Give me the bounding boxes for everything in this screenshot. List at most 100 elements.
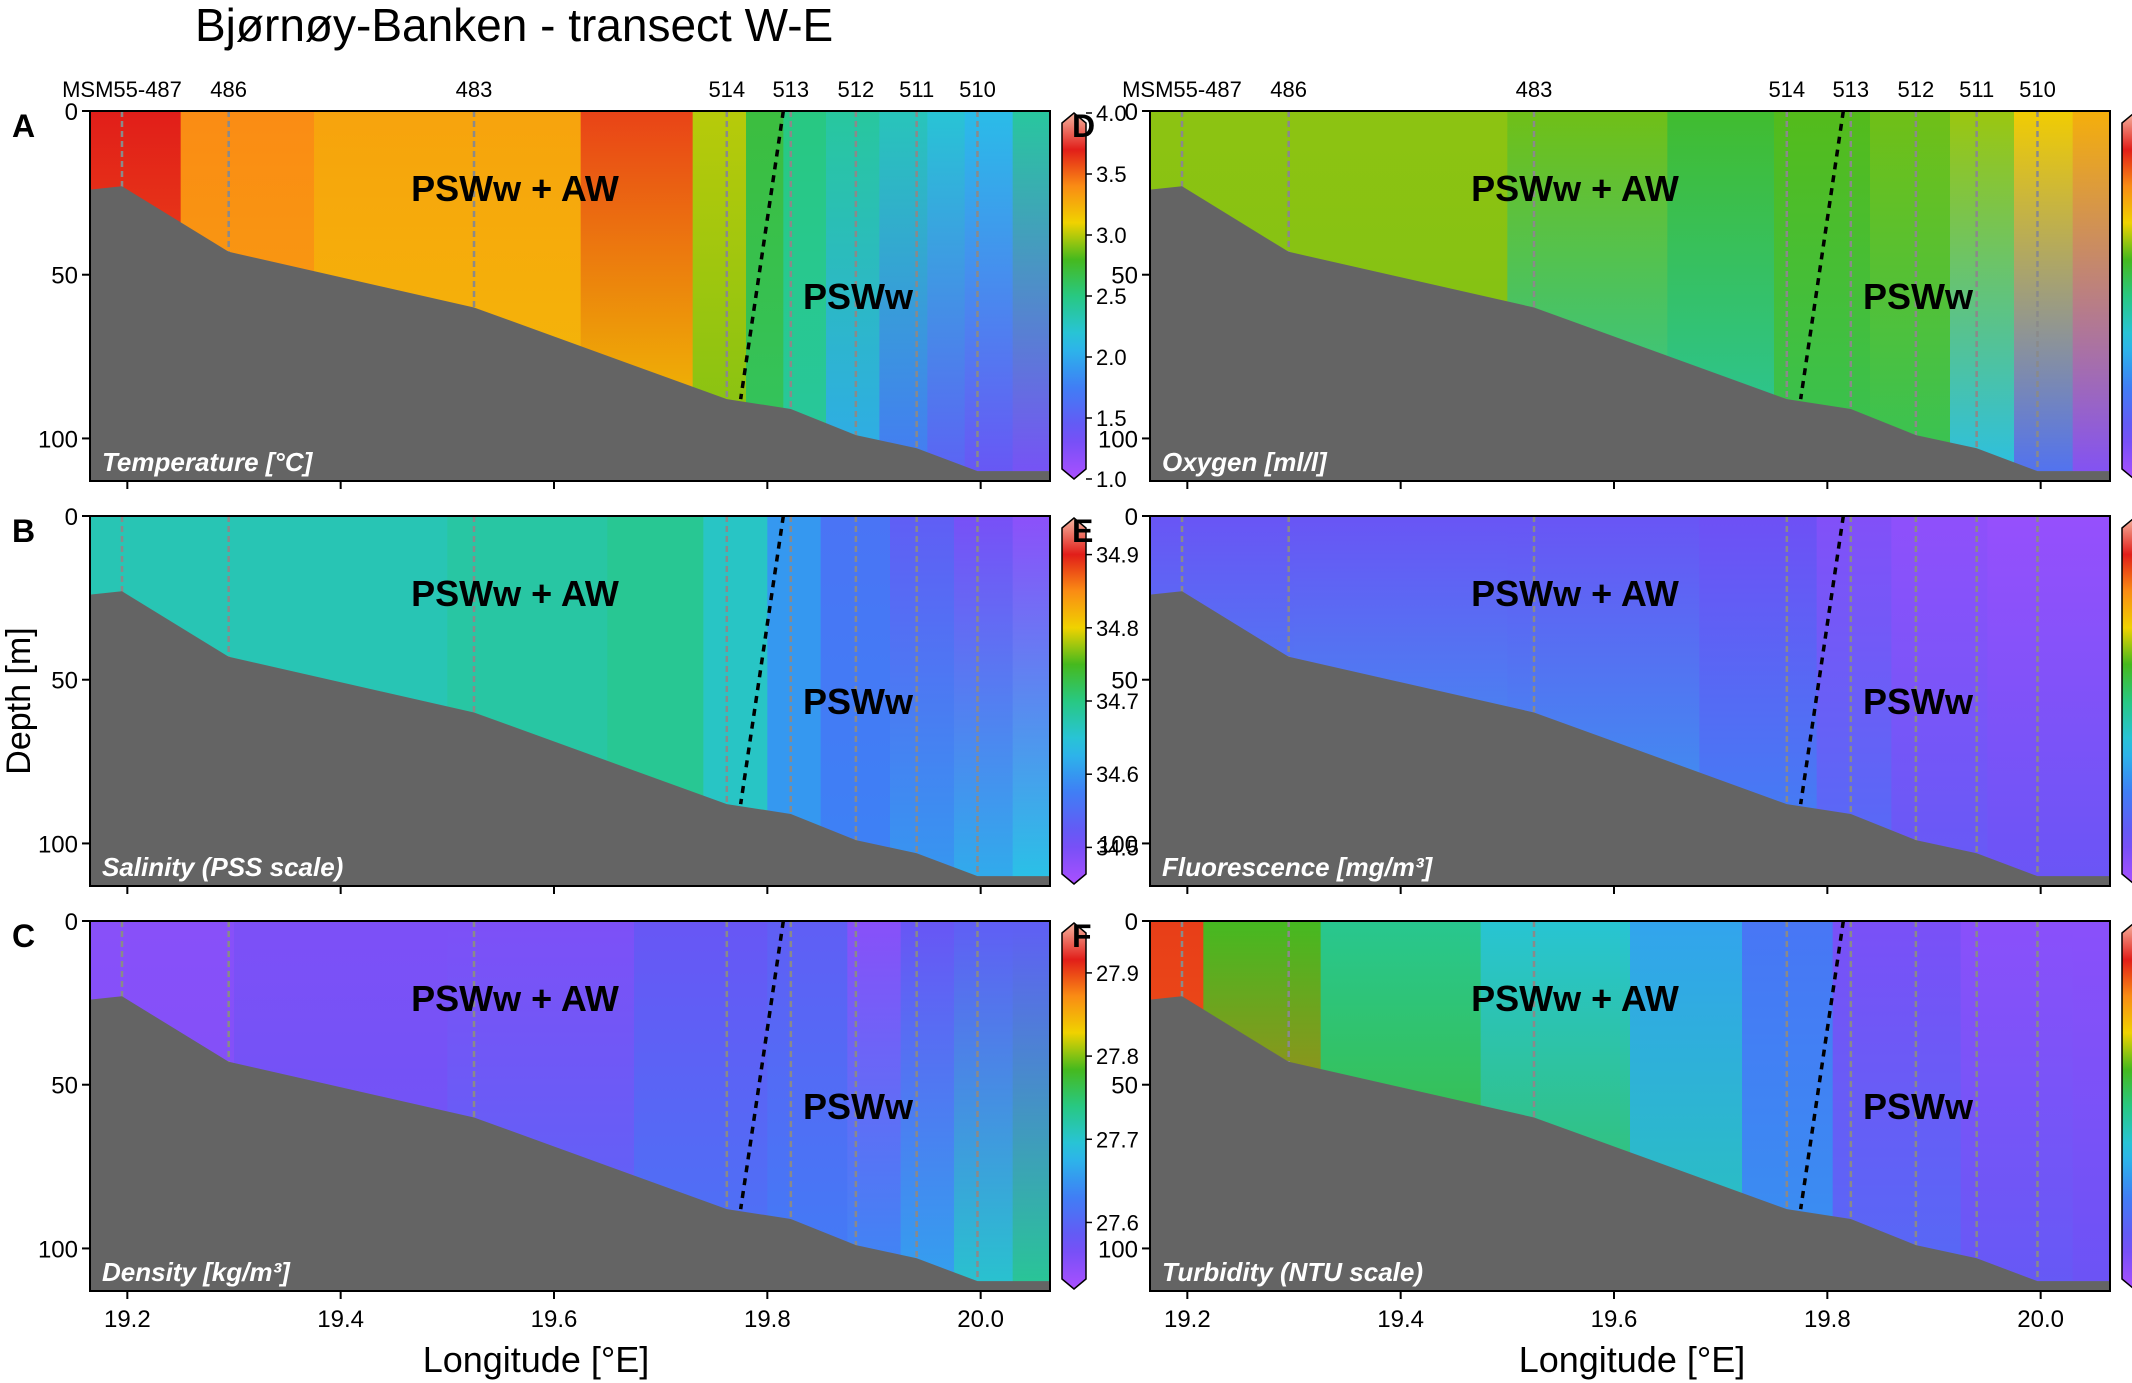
colorbar-tick-label: 2.5 [1096,284,1127,309]
field-column [900,921,955,1291]
colorbar-tick-label: 34.5 [1096,835,1139,860]
region-label-pswaw: PSWw + AW [1471,573,1679,614]
colorbar-tick-label: 34.9 [1096,543,1139,568]
y-tick-label: 100 [38,831,78,858]
y-tick-label: 100 [1098,426,1138,453]
field-column [826,111,881,481]
panel-e: PSWw + AW PSWw Fluorescence [mg/m³] E 0 50 100… [1072,504,2132,894]
colorbar-tick-label: 2.0 [1096,345,1127,370]
panel-letter: B [12,513,35,549]
panel-a: PSWw + AW PSWw Temperature [°C] A 0 50 100 MSM5… [12,77,1127,492]
region-label-pswaw: PSWw + AW [411,168,619,209]
figure-title: Bjørnøy-Banken - transect W-E [195,0,834,51]
field-column [1870,111,1951,481]
panel-frame [1149,110,2111,482]
panel-b: PSWw + AW PSWw Salinity (PSS scale) B 0 50 100… [12,504,1139,894]
y-tick-label: 50 [51,1073,78,1100]
colorbar-tick-label: 27.6 [1096,1210,1139,1235]
colorbar-tick-label: 34.7 [1096,689,1139,714]
x-tick-label: 19.6 [1591,1306,1638,1333]
field-column [1012,921,1051,1291]
region-label-psww: PSWw [803,276,914,317]
x-tick-label: 19.8 [744,1306,791,1333]
panel-frame [89,920,1051,1292]
y-tick-label: 50 [1111,1073,1138,1100]
field-column [2072,516,2111,886]
panel-letter: E [1072,513,1093,549]
station-label: 513 [772,77,809,102]
panel-letter: D [1072,108,1095,144]
field-column [964,111,1014,481]
colorbar [2121,113,2132,479]
region-label-pswaw: PSWw + AW [411,573,619,614]
front-line [1798,920,1846,1210]
field-column [1960,921,2074,1291]
panel-f: PSWw + AW PSWw Turbidity (NTU scale) F 0 50 10… [1072,909,2132,1333]
station-label: MSM55-487 [62,77,182,102]
field-column [2014,111,2074,481]
colorbar-tick-label: 27.9 [1096,961,1139,986]
y-tick-label: 0 [65,909,78,936]
station-label: 483 [1516,77,1553,102]
field-column [2072,921,2111,1291]
seafloor [90,591,1050,886]
field-column [2072,111,2111,481]
x-tick-label: 20.0 [957,1306,1004,1333]
colorbar [2121,923,2132,1289]
field-column [879,111,929,481]
region-label-psww: PSWw [1863,681,1974,722]
colorbar-tick-label: 27.7 [1096,1127,1139,1152]
panel-letter: A [12,108,35,144]
front-line [738,515,786,805]
field-column [1012,516,1051,886]
variable-label: Density [kg/m³] [102,1257,291,1287]
seafloor [1150,996,2110,1291]
station-label: 514 [1768,77,1805,102]
x-tick-label: 19.2 [104,1306,151,1333]
panel-c: PSWw + AW PSWw Density [kg/m³] C 0 50 100 19.2 1… [12,909,1139,1333]
y-tick-label: 100 [1098,831,1138,858]
region-label-pswaw: PSWw + AW [1471,168,1679,209]
colorbar [1061,112,1087,480]
field-column [954,921,1014,1291]
y-tick-label: 100 [1098,1236,1138,1263]
colorbar-tick-label: 3.5 [1096,162,1127,187]
station-label: 486 [210,77,247,102]
y-tick-label: 0 [1125,909,1138,936]
seafloor [1150,186,2110,481]
y-tick-label: 0 [65,99,78,126]
field-column [1950,111,2015,481]
station-label: 483 [456,77,493,102]
colorbar-tick-label: 4.0 [1096,101,1127,126]
colorbar [1061,517,1087,885]
y-tick-label: 100 [38,1236,78,1263]
seafloor [1150,591,2110,886]
front-line [1798,515,1846,805]
colorbar-tick-label: 1.5 [1096,406,1127,431]
y-tick-label: 100 [38,426,78,453]
variable-label: Salinity (PSS scale) [102,852,343,882]
region-label-psww: PSWw [1863,1086,1974,1127]
y-tick-label: 50 [51,263,78,290]
colorbar-tick-label: 34.6 [1096,762,1139,787]
panel-frame [1149,515,2111,887]
field-column [890,516,955,886]
panel-d: PSWw + AW PSWw Oxygen [ml/l] D 0 50 100 MSM55-4… [1072,77,2132,489]
x-tick-label: 20.0 [2017,1306,2064,1333]
variable-label: Turbidity (NTU scale) [1162,1257,1423,1287]
y-tick-label: 0 [1125,504,1138,531]
field-column [1987,516,2074,886]
front-line [738,920,786,1210]
panel-letter: C [12,918,35,954]
region-label-pswaw: PSWw + AW [411,978,619,1019]
station-label: 512 [1898,77,1935,102]
front-line [738,110,786,400]
field-column [1012,111,1051,481]
seafloor [90,186,1050,481]
x-tick-label: 19.4 [317,1306,364,1333]
station-label: 486 [1270,77,1307,102]
station-label: 511 [899,77,934,102]
front-line [1798,110,1846,400]
colorbar [2121,518,2132,884]
